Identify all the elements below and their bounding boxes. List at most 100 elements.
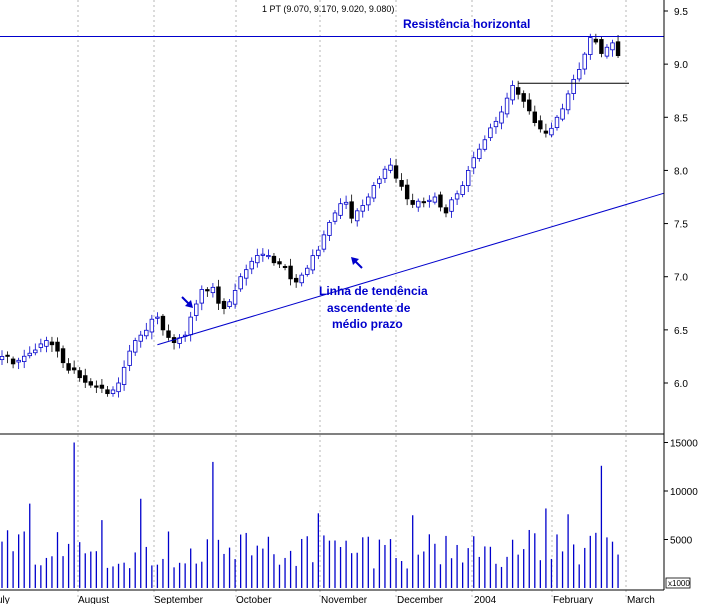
candlestick (393, 158, 399, 183)
candlestick (443, 204, 449, 218)
candlestick (194, 299, 199, 321)
candlestick (121, 360, 127, 391)
candlesticks (0, 33, 621, 398)
volume-multiplier-label: x1000 (668, 579, 690, 588)
volume-tick-label: 15000 (670, 439, 698, 450)
candlestick (615, 35, 621, 59)
candlestick (421, 197, 426, 208)
price-tick-label: 7.5 (674, 220, 688, 231)
candlestick (199, 285, 204, 311)
trend-line (157, 192, 665, 346)
multiplier-box (665, 577, 691, 589)
candlestick (465, 165, 471, 193)
candlestick (299, 272, 304, 287)
candlestick (354, 208, 360, 227)
candlestick (554, 115, 560, 131)
x-tick-label: September (154, 595, 204, 604)
volume-bars (1, 442, 619, 588)
candlestick (127, 344, 132, 372)
candlestick (255, 248, 260, 268)
candlestick (504, 92, 510, 118)
candlestick (221, 298, 227, 315)
candlestick (599, 36, 604, 58)
volume-tick-label: 10000 (670, 487, 698, 498)
candlestick (521, 90, 526, 108)
candlestick (77, 367, 82, 382)
price-tick-label: 9.5 (674, 7, 688, 18)
candlestick (249, 257, 254, 275)
candlestick (94, 380, 99, 394)
candlestick (366, 193, 371, 211)
candlestick (60, 345, 66, 369)
candlestick (565, 90, 571, 115)
candlestick (377, 175, 382, 189)
candlestick (404, 179, 410, 206)
candlestick (71, 360, 77, 374)
candlestick (238, 273, 243, 292)
candlestick (399, 173, 404, 191)
candlestick (132, 337, 138, 356)
candlestick (410, 193, 415, 208)
candlestick (499, 105, 504, 130)
x-tick-label: February (553, 595, 593, 604)
candlestick (243, 264, 249, 286)
price-tick-label: 7.0 (674, 273, 688, 284)
candlestick (371, 182, 377, 203)
trend-annotation-line-1: Linha de tendência (319, 284, 428, 298)
candlestick (149, 314, 155, 340)
candlestick (427, 195, 432, 208)
candlestick (144, 322, 149, 340)
candlestick (21, 349, 27, 369)
candlestick (577, 62, 582, 82)
candlestick (0, 350, 5, 366)
price-tick-label: 8.0 (674, 166, 688, 177)
candlestick (83, 368, 88, 389)
x-tick-label: November (321, 595, 368, 604)
candlestick (388, 158, 393, 174)
candlestick (432, 192, 438, 205)
candlestick (549, 122, 554, 138)
candlestick (310, 249, 315, 275)
price-tick-label: 6.5 (674, 326, 688, 337)
price-tick-label: 8.5 (674, 113, 688, 124)
candlestick (88, 378, 93, 388)
candlestick (38, 338, 44, 353)
candlestick (582, 52, 587, 75)
arrow-icon-touch (181, 296, 193, 308)
candlestick (16, 357, 21, 370)
candlestick (138, 330, 143, 348)
candlestick (160, 314, 166, 336)
candlestick (493, 116, 499, 134)
candlestick (305, 264, 310, 277)
candlestick (166, 324, 171, 341)
candlestick (232, 283, 238, 309)
candlestick (260, 248, 266, 262)
candlestick (416, 198, 421, 212)
candlestick (49, 336, 55, 352)
candlestick (571, 74, 576, 101)
candlestick (10, 356, 16, 369)
candlestick (488, 123, 493, 142)
candlestick (271, 252, 277, 266)
candlestick (27, 346, 32, 359)
arrow-icon-trend (351, 257, 363, 269)
volume-axis: 5000 10000 15000 (664, 439, 698, 547)
candlestick (527, 93, 532, 115)
candlestick (288, 258, 293, 286)
price-axis: 6.0 6.5 7.0 7.5 8.0 8.5 9.0 9.5 (664, 7, 688, 390)
trend-annotation-line-2: ascendente de (327, 301, 411, 315)
candlestick (105, 385, 110, 397)
x-tick-label: July (0, 595, 10, 604)
candlestick (116, 377, 121, 398)
candlestick (360, 199, 365, 218)
candlestick (293, 274, 299, 288)
candlestick (99, 378, 105, 394)
x-tick-label: December (397, 595, 444, 604)
candlestick (538, 115, 543, 133)
candlestick (55, 337, 60, 358)
price-tick-label: 9.0 (674, 60, 688, 71)
x-axis: July August September October November Decemb… (0, 595, 655, 604)
candlestick (316, 245, 321, 260)
candlestick (482, 135, 488, 152)
